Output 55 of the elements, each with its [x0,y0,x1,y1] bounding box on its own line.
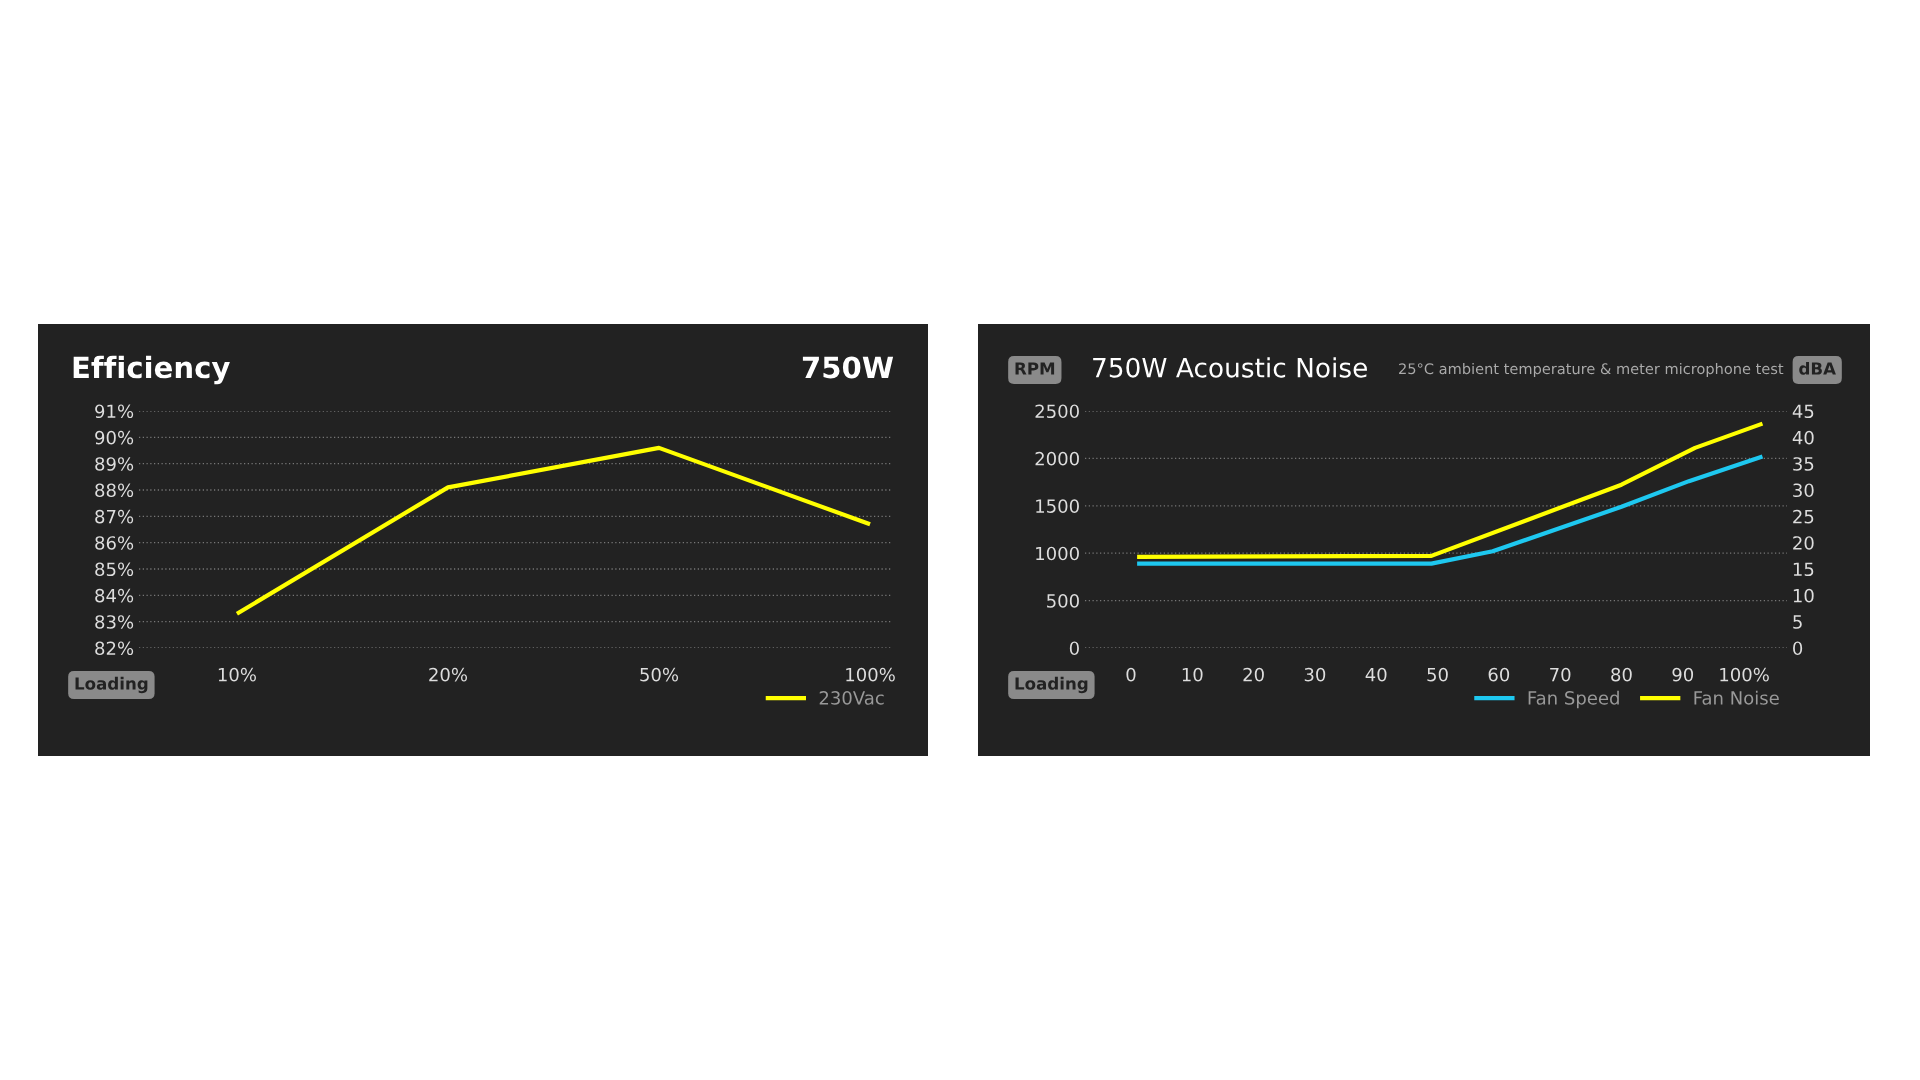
x-tick-label: 50% [640,667,679,682]
chart-title: Efficiency [73,355,230,385]
x-tick-label: 10 [1182,667,1203,682]
x-tick-label: 70 [1550,667,1571,682]
y2-tick-label: 15 [1793,562,1814,577]
x-tick-label: 20 [1243,667,1264,682]
line-series [1135,454,1765,566]
legend-label: 230Vac [819,691,884,705]
y2-tick-label: 45 [1792,404,1814,419]
x-tick-label: 100% [846,667,895,682]
y2-tick-label: 35 [1793,457,1814,471]
y2-tick-label: 10 [1793,588,1814,603]
x-tick-label: 60 [1488,667,1510,682]
y-tick-label: 90% [95,430,134,445]
y-tick-label: 85% [95,562,134,577]
x-tick-label: 20% [429,667,468,682]
y-tick-label: 1000 [1036,546,1079,561]
x-tick-label: 40 [1365,667,1387,682]
x-tick-label: 50 [1427,667,1448,682]
x-tick-label: 30 [1304,667,1326,682]
y-tick-label: 0 [1069,641,1079,656]
x-axis-title: Loading [1015,676,1088,694]
x-tick-label: 100% [1720,667,1769,682]
y-tick-label: 2000 [1035,451,1079,466]
chart-title: 750W Acoustic Noise [1093,357,1367,378]
y2-tick-label: 0 [1793,641,1803,656]
line-series [234,445,873,616]
chart-subtitle: 750W [802,356,894,379]
y2-axis-title: dBA [1799,361,1836,375]
y-axis-title: RPM [1015,362,1055,375]
legend-label: Fan Noise [1694,690,1779,705]
x-tick-label: 10% [218,667,256,682]
y2-tick-label: 25 [1793,509,1814,524]
y-tick-label: 88% [95,483,134,498]
y2-tick-label: 40 [1792,430,1814,445]
y2-tick-label: 5 [1793,615,1802,629]
chart-subtitle: 25°C ambient temperature & meter microphone test [1399,362,1784,378]
y2-tick-label: 20 [1793,536,1814,550]
y-tick-label: 83% [95,615,134,629]
y2-tick-label: 30 [1793,483,1814,498]
x-axis-title: Loading [75,676,148,694]
y-tick-label: 91% [95,404,134,419]
line-series [1135,421,1765,559]
y-tick-label: 1500 [1036,499,1079,513]
y-tick-label: 500 [1047,594,1079,608]
x-tick-label: 90 [1672,667,1694,682]
x-tick-label: 0 [1126,667,1136,682]
legend-label: Fan Speed [1528,690,1619,709]
y-tick-label: 2500 [1035,404,1079,419]
y-tick-label: 87% [95,509,134,524]
y-tick-label: 86% [95,536,134,550]
x-tick-label: 80 [1611,667,1632,682]
y-tick-label: 82% [95,641,134,656]
y-tick-label: 84% [95,588,134,603]
y-tick-label: 89% [95,457,134,471]
